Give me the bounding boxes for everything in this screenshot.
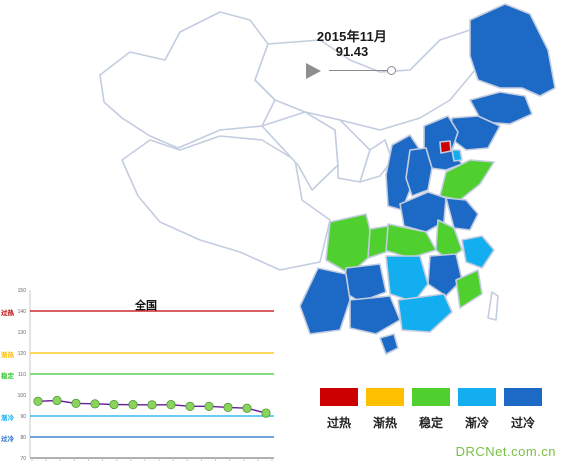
region-heilongjiang [469,3,556,97]
data-point [185,401,195,411]
legend-item-cooling: 渐冷 [458,388,498,431]
legend-swatch-overcold [504,388,542,406]
y-tick-label: 120 [18,351,27,357]
region-tibet [121,135,331,271]
region-jiangxi [427,253,463,297]
y-tick-label: 110 [18,372,26,378]
region-hunan [385,255,429,303]
region-guangdong [397,293,453,333]
y-tick-label: 140 [18,309,27,315]
legend-label-overheat: 过热 [326,416,351,430]
legend-swatch-cooling [458,388,496,406]
y-tick-label: 70 [20,456,26,462]
legend-label-stable: 稳定 [418,416,443,430]
data-point [33,396,43,406]
data-point [204,401,214,411]
region-ningxia [359,139,393,183]
chart-title: 全国 [134,298,157,312]
time-slider-track[interactable] [329,70,391,71]
region-yunnan [299,267,351,335]
data-point [128,400,138,410]
region-sichuan [325,213,371,275]
legend-item-overcold: 过冷 [504,388,544,431]
legend-swatch-stable [412,388,450,406]
y-tick-label: 80 [20,435,26,441]
zone-label: 过冷 [1,434,15,443]
zone-label: 渐冷 [1,413,15,422]
y-tick-label: 90 [20,414,26,420]
region-xinjiang [99,11,276,149]
legend-swatch-warming [366,388,404,406]
region-beijing [439,140,452,154]
region-inner-mongolia [254,29,476,131]
zone-label: 渐热 [1,350,15,359]
legend-item-warming: 渐热 [366,388,406,431]
map-outline [99,3,556,355]
data-point [52,395,62,406]
y-tick-label: 100 [18,393,27,399]
region-shanxi [405,147,433,197]
watermark: DRCNet.com.cn [455,444,556,459]
region-zhejiang [461,235,495,269]
region-fujian [455,269,483,309]
zone-label: 过热 [1,308,15,317]
region-taiwan [487,291,499,321]
time-slider-knob[interactable] [387,66,396,75]
y-tick-label: 150 [18,288,27,294]
data-point [147,400,157,410]
data-point [109,399,119,410]
region-gansu [304,111,371,183]
data-point [261,408,271,418]
data-point [223,402,233,412]
y-tick-label: 130 [18,330,27,336]
legend-label-overcold: 过冷 [510,416,535,430]
region-hainan [379,333,399,355]
data-point [71,398,81,409]
play-icon[interactable] [306,63,321,79]
zone-label: 稳定 [1,371,15,380]
legend-label-warming: 渐热 [372,416,397,430]
region-jiangsu [445,197,479,231]
data-point [90,399,100,409]
period-label: 2015年11月 [316,29,388,44]
data-point [242,403,252,413]
legend-item-overheat: 过热 [320,388,360,431]
data-point [166,400,176,410]
legend-item-stable: 稳定 [412,388,452,431]
legend-label-cooling: 渐冷 [464,416,489,430]
index-value: 91.43 [335,44,369,59]
region-henan [399,191,447,233]
region-guangxi [349,295,401,335]
legend-swatch-overheat [320,388,358,406]
region-tianjin [451,149,463,162]
